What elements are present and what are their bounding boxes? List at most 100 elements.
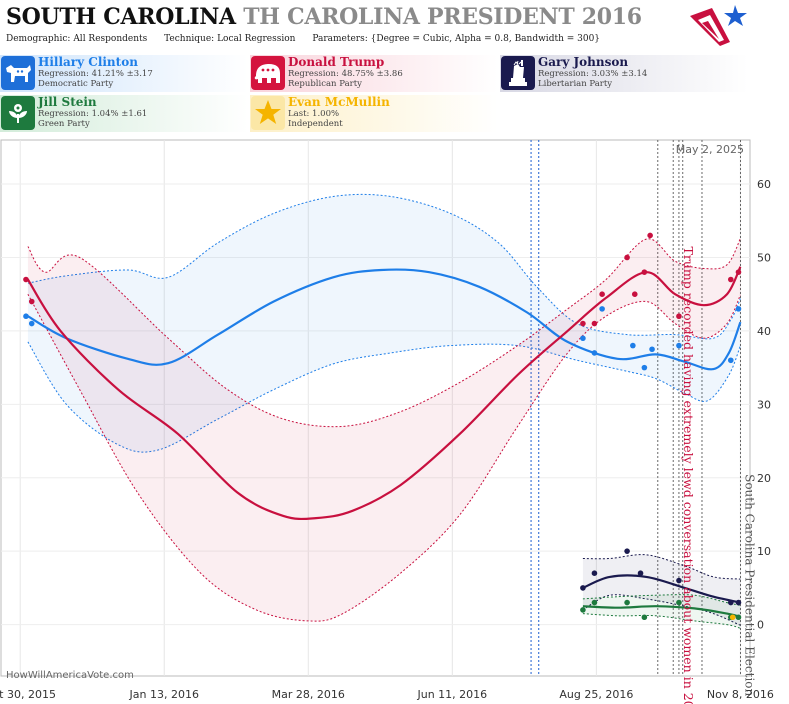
hillary-clinton-poll-point: [28, 320, 35, 327]
jill-stein-poll-point: [580, 607, 586, 613]
election-annotation: South Carolina Presidential Election: [742, 474, 756, 696]
candidate-party: Independent: [288, 119, 343, 129]
star-icon: [251, 96, 285, 130]
y-tick-label: 40: [757, 325, 771, 338]
jill-stein-poll-point: [641, 614, 648, 621]
title-race: TH CAROLINA PRESIDENT 2016: [243, 4, 642, 30]
hillary-clinton-confidence-band: [27, 194, 741, 453]
candidate-party: Democratic Party: [38, 79, 114, 89]
parameters-line: Demographic: All Respondents Technique: …: [6, 34, 600, 44]
donald-trump-poll-point: [631, 291, 638, 297]
hillary-clinton-poll-point: [735, 306, 742, 312]
donald-trump-poll-point: [624, 254, 630, 261]
hillary-clinton-poll-point: [591, 350, 598, 356]
donald-trump-poll-point: [641, 269, 648, 275]
donald-trump-poll-point: [735, 269, 742, 275]
candidate-stat: Regression: 3.03% ±3.14: [538, 69, 648, 79]
hillary-clinton-poll-point: [676, 342, 682, 349]
candidate-name: Evan McMullin: [288, 95, 390, 109]
hillary-clinton-trend-line: [27, 268, 742, 371]
y-tick-label: 50: [757, 251, 771, 264]
candidate-stat: Regression: 48.75% ±3.86: [288, 69, 403, 79]
candidate-party: Libertarian Party: [538, 79, 613, 89]
flower-icon: [1, 96, 35, 130]
donald-trump-lower-bound: [27, 293, 741, 622]
jill-stein-upper-bound: [582, 594, 741, 606]
candidate-stat: Last: 1.00%: [288, 109, 340, 119]
x-tick-label: Mar 28, 2016: [272, 688, 345, 701]
technique-label: Technique:: [164, 34, 215, 44]
x-tick-label: Oct 30, 2015: [0, 688, 56, 701]
jill-stein-poll-point: [624, 599, 630, 606]
y-tick-label: 20: [757, 472, 771, 485]
watermark: HowWillAmericaVote.com: [6, 670, 134, 681]
jill-stein-poll-point: [676, 599, 682, 606]
demographic-label: Demographic:: [6, 34, 71, 44]
hillary-clinton-poll-point: [599, 306, 605, 312]
title-state: SOUTH CAROLINA: [6, 4, 236, 30]
hillary-clinton-poll-point: [580, 335, 586, 342]
jill-stein-trend-line: [582, 605, 741, 619]
x-tick-label: Aug 25, 2016: [559, 688, 633, 701]
parameters-value: {Degree = Cubic, Alpha = 0.8, Bandwidth …: [370, 34, 601, 44]
hillary-clinton-poll-point: [649, 346, 655, 353]
candidate-party: Green Party: [38, 119, 90, 129]
candidate-name: Gary Johnson: [538, 55, 629, 69]
hillary-clinton-poll-point: [630, 342, 636, 349]
hillary-clinton-poll-point: [23, 313, 29, 320]
gary-johnson-poll-point: [624, 548, 630, 554]
donald-trump-poll-point: [599, 291, 605, 297]
donald-trump-poll-point: [28, 298, 35, 305]
x-tick-label: Jan 13, 2016: [129, 688, 199, 701]
elephant-icon: [251, 56, 285, 90]
y-tick-label: 60: [757, 178, 771, 191]
candidate-party: Republican Party: [288, 79, 362, 89]
donald-trump-poll-point: [676, 313, 682, 320]
donald-trump-poll-point: [647, 232, 653, 239]
candidate-stat: Regression: 1.04% ±1.61: [38, 109, 148, 119]
candidate-card-clinton: Hillary Clinton Regression: 41.21% ±3.17…: [0, 55, 248, 92]
jill-stein-poll-point: [735, 614, 742, 621]
candidate-name: Jill Stein: [38, 95, 97, 109]
hillary-clinton-poll-point: [641, 364, 648, 371]
candidate-stat: Regression: 41.21% ±3.17: [38, 69, 153, 79]
gary-johnson-poll-point: [676, 577, 682, 584]
candidate-card-trump: Donald Trump Regression: 48.75% ±3.86 Re…: [250, 55, 498, 92]
hillary-clinton-poll-point: [727, 357, 734, 364]
technique-value: Local Regression: [217, 34, 296, 44]
statue-of-liberty-icon: [501, 56, 535, 90]
hillary-clinton-upper-bound: [27, 193, 741, 340]
y-tick-label: 0: [757, 619, 764, 632]
header: SOUTH CAROLINA TH CAROLINA PRESIDENT 201…: [0, 0, 789, 52]
donald-trump-poll-point: [591, 320, 598, 327]
gary-johnson-confidence-band: [582, 554, 741, 626]
x-tick-label: Jun 11, 2016: [416, 688, 487, 701]
candidate-card-mcmullin: Evan McMullin Last: 1.00% Independent: [250, 95, 498, 132]
y-tick-label: 10: [757, 545, 771, 558]
donald-trump-trend-line: [26, 266, 742, 521]
date-stamp: May 2, 2025: [676, 143, 744, 156]
gary-johnson-poll-point: [637, 570, 644, 577]
demographic-value: All Respondents: [73, 34, 148, 44]
gary-johnson-trend-line: [582, 574, 741, 604]
evan-mcmullin-poll-point: [729, 614, 736, 621]
gary-johnson-upper-bound: [582, 554, 741, 580]
candidate-name: Hillary Clinton: [38, 55, 138, 69]
candidate-card-stein: Jill Stein Regression: 1.04% ±1.61 Green…: [0, 95, 248, 132]
x-tick-label: Nov 8, 2016: [707, 688, 774, 701]
candidate-name: Donald Trump: [288, 55, 385, 69]
chart-svg: Trump recorded having extremely lewd con…: [0, 139, 774, 704]
jill-stein-lower-bound: [582, 613, 741, 629]
jill-stein-poll-point: [591, 599, 598, 606]
parameters-label: Parameters:: [312, 34, 368, 44]
donald-trump-poll-point: [727, 276, 734, 283]
donald-trump-poll-point: [23, 276, 29, 283]
plot-area: [0, 139, 751, 677]
donald-trump-upper-bound: [27, 238, 741, 428]
gary-johnson-poll-point: [727, 599, 734, 606]
y-tick-label: 30: [757, 398, 771, 411]
event-annotation: Trump recorded having extremely lewd con…: [681, 247, 696, 704]
poll-chart: Trump recorded having extremely lewd con…: [0, 138, 789, 704]
donkey-icon: [1, 56, 35, 90]
gary-johnson-poll-point: [580, 585, 586, 591]
